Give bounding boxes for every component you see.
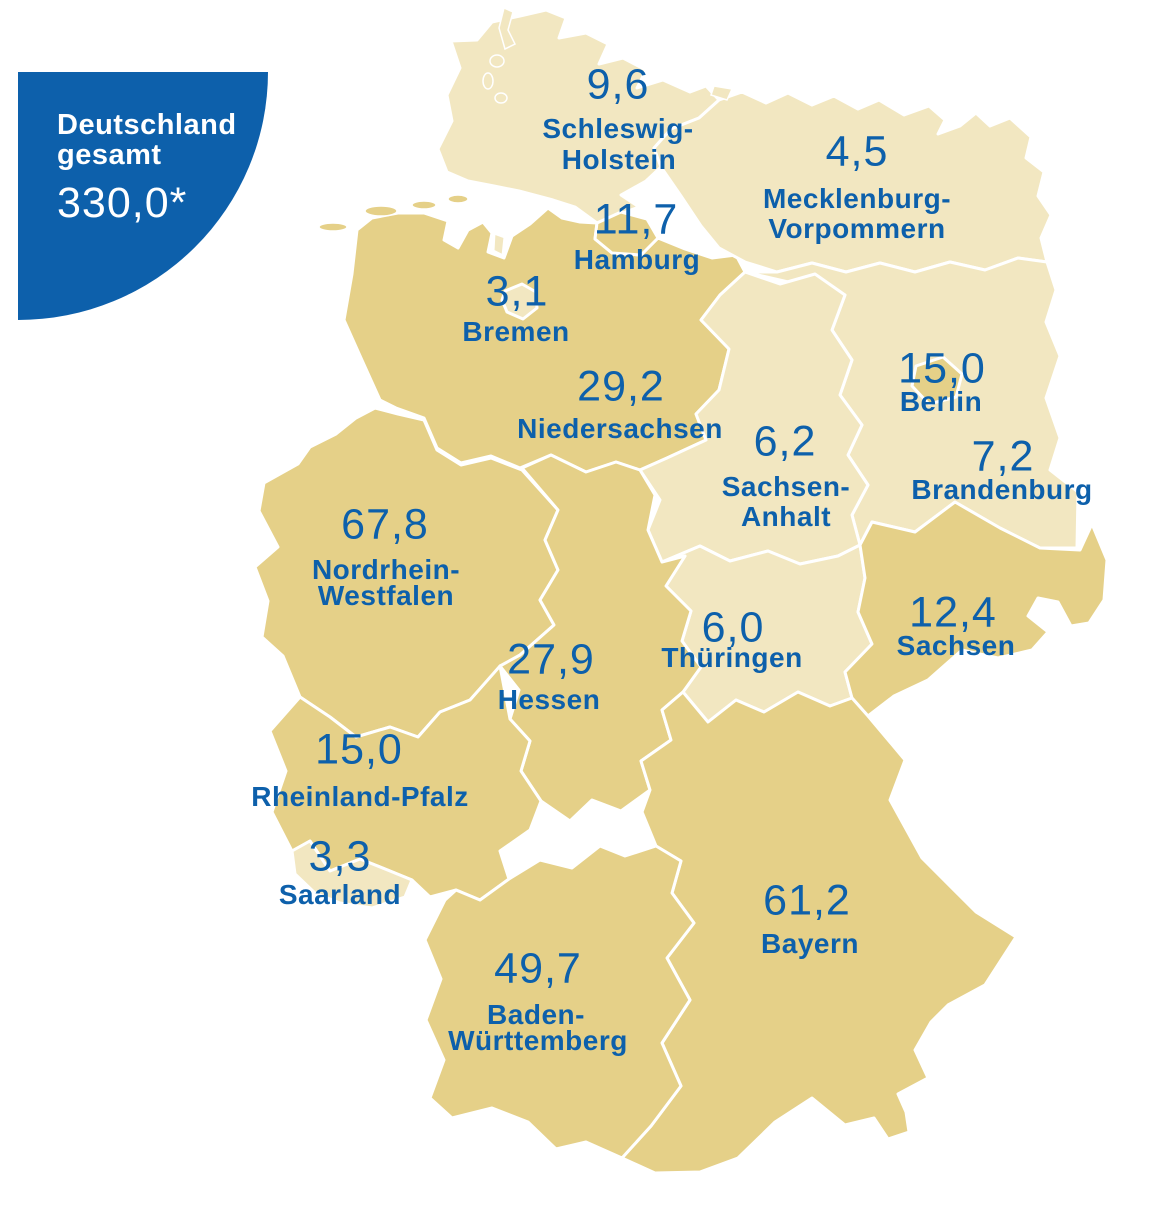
name-schleswig-holstein-1: Schleswig- bbox=[542, 113, 694, 144]
value-hessen: 27,9 bbox=[507, 635, 595, 684]
island-fehmarn bbox=[710, 85, 734, 101]
name-sachsen-anhalt-2: Anhalt bbox=[740, 501, 832, 532]
name-rheinland-pfalz: Rheinland-Pfalz bbox=[251, 781, 469, 812]
state-shape-schleswig-holstein bbox=[436, 8, 721, 225]
state-shape-berlin bbox=[910, 355, 964, 406]
value-baden-wuerttemberg: 49,7 bbox=[494, 944, 582, 993]
island-pellworm bbox=[494, 92, 508, 104]
state-shape-mecklenburg-vorpommern bbox=[652, 90, 1053, 274]
value-bremen: 3,1 bbox=[485, 267, 549, 316]
badge-title-line1: Deutschland bbox=[57, 109, 237, 141]
value-niedersachsen: 29,2 bbox=[577, 362, 665, 411]
name-baden-wuerttemberg-2: Württemberg bbox=[448, 1025, 628, 1056]
value-sachsen: 12,4 bbox=[909, 588, 997, 637]
value-schleswig-holstein: 9,6 bbox=[586, 60, 650, 109]
name-niedersachsen: Niedersachsen bbox=[517, 413, 723, 444]
value-saarland: 3,3 bbox=[308, 832, 372, 881]
island-amrum bbox=[482, 72, 494, 90]
name-hessen: Hessen bbox=[497, 684, 601, 715]
badge-total-value: 330,0* bbox=[57, 179, 188, 227]
state-shape-saarland bbox=[290, 839, 414, 910]
value-sachsen-anhalt: 6,2 bbox=[753, 417, 817, 466]
name-sachsen: Sachsen bbox=[896, 630, 1016, 661]
state-shape-baden-wuerttemberg bbox=[423, 844, 696, 1160]
state-shape-bremen bbox=[500, 282, 539, 321]
state-shape-thueringen bbox=[660, 543, 874, 724]
name-bremen: Bremen bbox=[462, 316, 570, 347]
value-berlin: 15,0 bbox=[898, 344, 986, 393]
name-sachsen-anhalt-1: Sachsen- bbox=[721, 471, 851, 502]
name-berlin: Berlin bbox=[899, 386, 983, 417]
value-rheinland-pfalz: 15,0 bbox=[315, 725, 403, 774]
value-nordrhein-westfalen: 67,8 bbox=[341, 500, 429, 549]
name-saarland: Saarland bbox=[278, 879, 402, 910]
state-shape-niedersachsen bbox=[342, 206, 747, 474]
island-juist-norderney bbox=[364, 205, 398, 217]
name-brandenburg: Brandenburg bbox=[911, 474, 1093, 505]
value-thueringen: 6,0 bbox=[701, 603, 765, 652]
island-wangerooge bbox=[447, 194, 469, 204]
badge-title-line2: gesamt bbox=[57, 139, 162, 171]
name-nordrhein-westfalen-1: Nordrhein- bbox=[311, 554, 461, 585]
name-mecklenburg-vorpommern-1: Mecklenburg- bbox=[762, 183, 952, 214]
island-langeoog bbox=[411, 200, 437, 210]
state-shape-hamburg bbox=[593, 210, 660, 257]
name-baden-wuerttemberg-1: Baden- bbox=[487, 999, 585, 1030]
state-shape-bremerhaven bbox=[491, 231, 507, 258]
name-mecklenburg-vorpommern-2: Vorpommern bbox=[768, 213, 946, 244]
island-sylt bbox=[498, 6, 517, 51]
value-brandenburg: 7,2 bbox=[971, 432, 1035, 481]
name-schleswig-holstein-2: Holstein bbox=[561, 144, 677, 175]
name-nordrhein-westfalen-2: Westfalen bbox=[317, 580, 455, 611]
island-foehr bbox=[489, 54, 505, 68]
name-bayern: Bayern bbox=[761, 928, 859, 959]
state-shape-sachsen bbox=[843, 500, 1109, 718]
island-borkum bbox=[318, 222, 348, 232]
name-hamburg: Hamburg bbox=[573, 244, 701, 275]
value-hamburg: 11,7 bbox=[593, 195, 679, 244]
value-bayern: 61,2 bbox=[763, 876, 851, 925]
name-thueringen: Thüringen bbox=[661, 642, 803, 673]
value-mecklenburg-vorpommern: 4,5 bbox=[825, 127, 889, 176]
